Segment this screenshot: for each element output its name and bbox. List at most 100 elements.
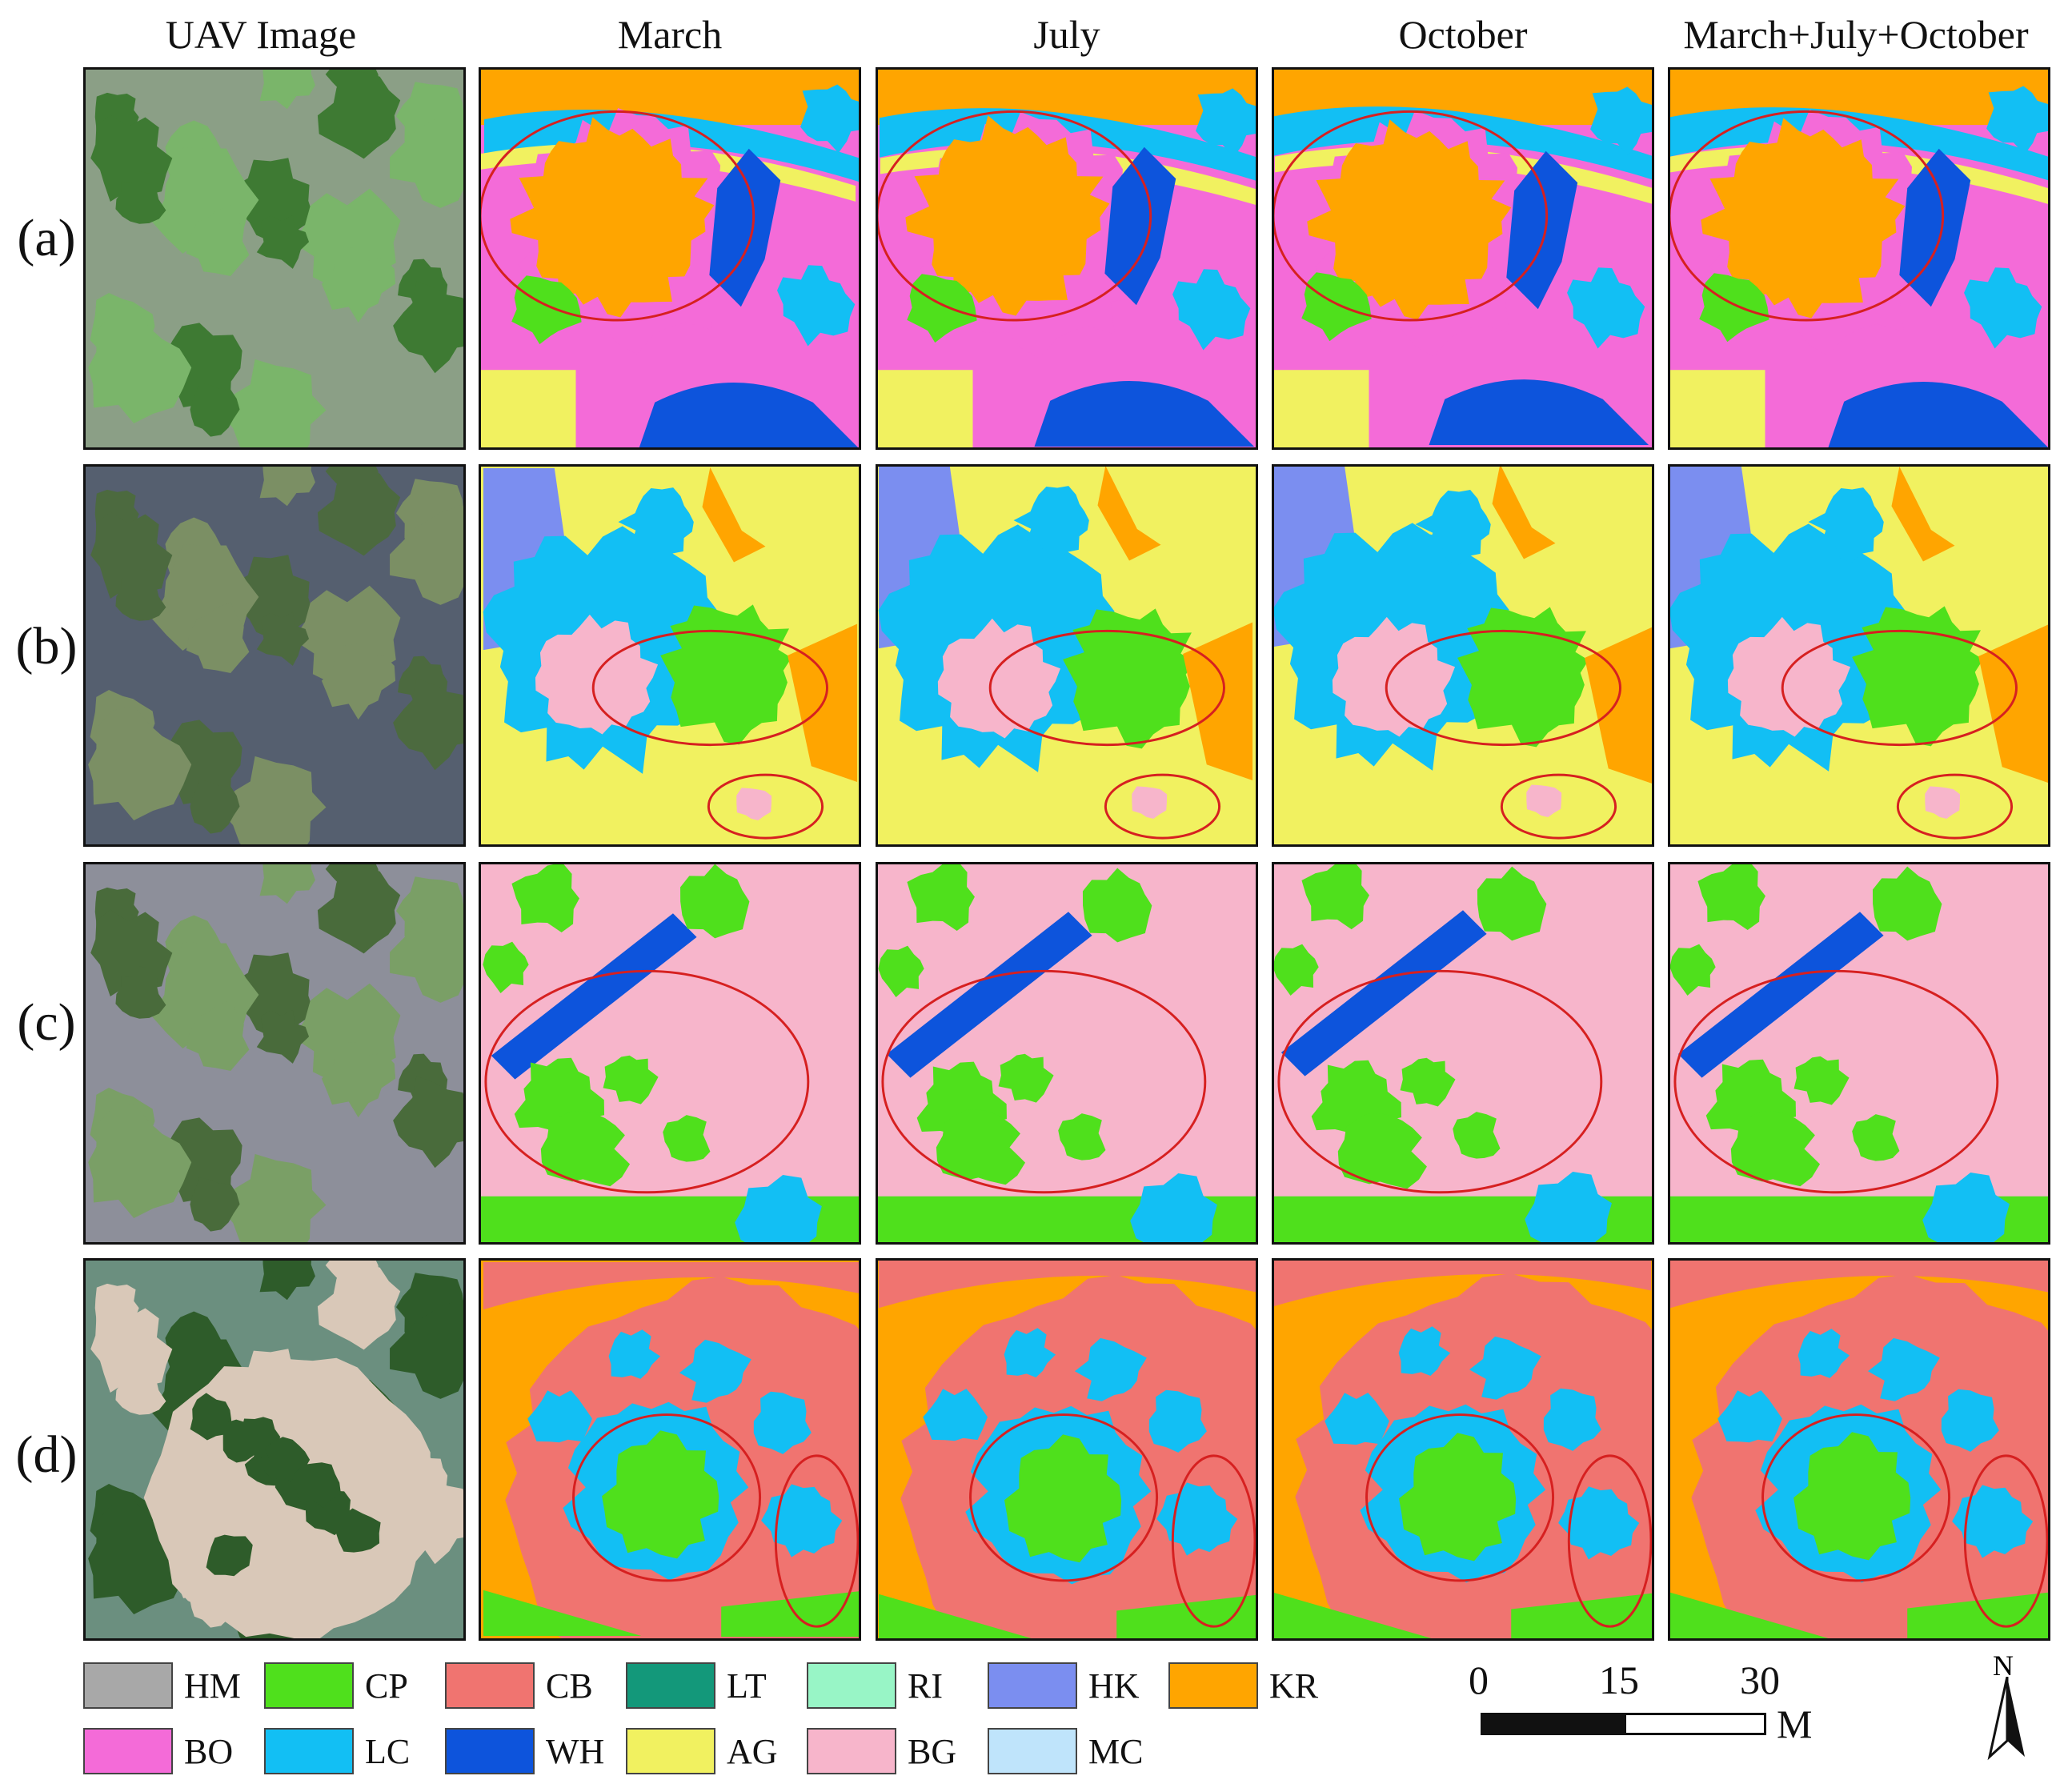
class-patch	[1506, 150, 1578, 310]
highlight-ellipse	[1365, 1413, 1555, 1582]
class-patch	[1986, 86, 2048, 155]
class-patch	[1922, 1173, 2010, 1242]
highlight-ellipse	[1673, 969, 1999, 1194]
panel-a-march	[479, 67, 861, 450]
legend-swatch	[83, 1728, 173, 1774]
uav-canopy	[393, 1076, 463, 1169]
class-patch	[800, 84, 859, 154]
panel-c-uav	[83, 862, 466, 1245]
legend-label: AG	[727, 1732, 778, 1771]
class-patch	[1058, 1113, 1106, 1161]
class-patch	[679, 1339, 751, 1403]
legend-swatch	[1168, 1662, 1258, 1709]
class-patch	[936, 1109, 1026, 1185]
legend-label: CP	[365, 1666, 408, 1706]
class-patch	[1429, 379, 1649, 446]
class-patch	[998, 1053, 1054, 1103]
highlight-ellipse	[878, 110, 1152, 322]
uav-canopy	[321, 643, 396, 720]
highlight-ellipse	[774, 1454, 859, 1628]
class-patch	[878, 945, 924, 997]
class-patch	[1701, 118, 1906, 319]
uav-canopy	[88, 1104, 192, 1218]
class-patch	[1793, 1432, 1911, 1561]
uav-canopy	[317, 864, 401, 954]
legend-label: LT	[727, 1666, 767, 1706]
class-patch	[511, 864, 579, 933]
legend-label: BO	[184, 1732, 234, 1771]
scale-tick-0: 0	[1469, 1658, 1489, 1702]
class-patch	[1670, 107, 2048, 181]
north-arrow: N	[1983, 1649, 2031, 1761]
legend-label: CB	[546, 1666, 593, 1706]
highlight-ellipse	[1670, 110, 1945, 322]
class-patch	[1793, 1056, 1850, 1105]
class-patch	[878, 370, 973, 447]
legend-swatch	[626, 1728, 715, 1774]
uav-canopy	[390, 505, 463, 605]
class-patch	[1891, 467, 1955, 562]
class-patch	[907, 274, 977, 343]
class-patch	[1013, 486, 1089, 561]
legend-label: RI	[908, 1666, 943, 1706]
highlight-ellipse	[1761, 1413, 1951, 1582]
highlight-ellipse	[881, 969, 1207, 1194]
class-patch	[735, 1174, 822, 1242]
class-patch	[483, 110, 859, 182]
class-patch	[923, 1389, 988, 1441]
class-patch	[1307, 119, 1512, 320]
class-patch	[1004, 1434, 1122, 1563]
uav-canopy	[321, 1041, 396, 1118]
panel-a-october	[1272, 67, 1654, 450]
uav-canopy	[186, 602, 250, 674]
class-patch	[1398, 1326, 1451, 1376]
highlight-ellipse	[484, 969, 810, 1194]
column-header-combined: March+July+October	[1683, 12, 2029, 57]
highlight-ellipse	[591, 629, 828, 747]
column-header-uav: UAV Image	[165, 12, 357, 57]
class-patch	[1274, 106, 1652, 180]
class-patch	[1590, 86, 1652, 156]
uav-tree	[335, 1508, 381, 1553]
highlight-ellipse	[1274, 110, 1549, 322]
highlight-ellipse	[707, 773, 824, 840]
class-patch	[1034, 381, 1255, 447]
uav-tree	[206, 1534, 253, 1577]
highlight-ellipse	[1896, 773, 2014, 840]
uav-canopy	[115, 966, 166, 1019]
uav-canopy	[259, 864, 315, 904]
class-patch	[602, 1430, 719, 1559]
uav-canopy	[259, 1261, 315, 1301]
highlight-ellipse	[988, 629, 1225, 747]
row-label-b: (b)	[15, 617, 78, 676]
class-patch	[1132, 786, 1168, 820]
class-patch	[639, 383, 859, 447]
class-patch	[1325, 1393, 1389, 1445]
uav-canopy	[393, 678, 463, 771]
scale-tick-30: 30	[1740, 1658, 1780, 1702]
highlight-ellipse	[1781, 629, 2018, 747]
class-patch	[1526, 784, 1562, 818]
class-patch	[905, 115, 1110, 316]
class-patch	[1274, 1261, 1652, 1306]
uav-canopy	[186, 1000, 250, 1072]
class-patch	[1730, 1111, 1821, 1187]
highlight-ellipse	[969, 1413, 1159, 1582]
uav-canopy	[317, 1261, 401, 1350]
class-patch	[1183, 622, 1253, 781]
class-patch	[1852, 606, 1983, 747]
legend-swatch	[445, 1728, 535, 1774]
class-patch	[1511, 1593, 1652, 1638]
uav-canopy	[190, 382, 240, 437]
class-patch	[937, 618, 1061, 739]
uav-canopy	[393, 281, 463, 374]
class-patch	[886, 912, 1092, 1078]
legend-label: KR	[1269, 1666, 1319, 1706]
uav-canopy	[256, 611, 310, 666]
class-patch	[1543, 1388, 1601, 1451]
class-patch	[1477, 866, 1547, 941]
panel-c-july	[876, 862, 1258, 1245]
panel-c-combined	[1668, 862, 2050, 1245]
uav-canopy	[321, 247, 396, 323]
class-patch	[510, 117, 715, 318]
